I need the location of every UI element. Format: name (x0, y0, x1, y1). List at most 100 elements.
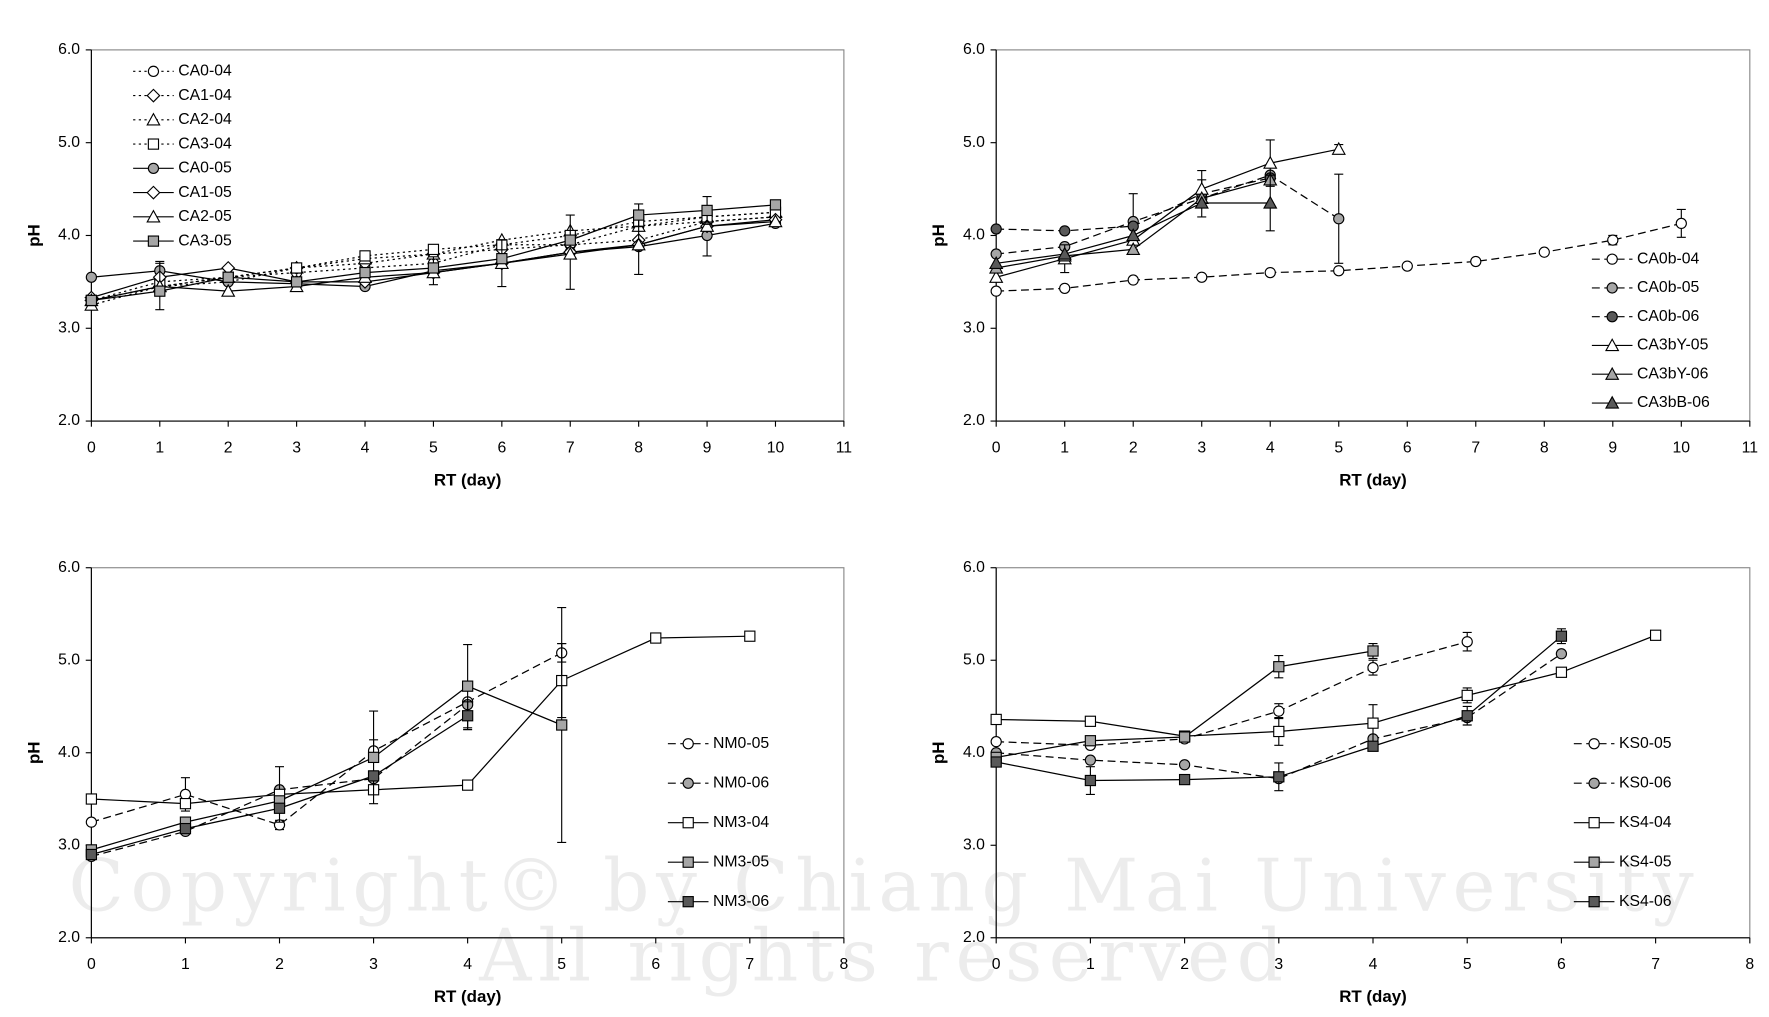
marker (990, 736, 1002, 748)
legend-label: NM0-05 (713, 735, 769, 752)
marker (1401, 260, 1413, 272)
x-tick-label: 5 (1463, 956, 1472, 973)
marker (1331, 141, 1346, 155)
marker (556, 719, 568, 731)
marker (1333, 213, 1345, 225)
series-line (91, 685, 562, 851)
y-tick-label: 2.0 (58, 412, 80, 429)
series-line (91, 211, 776, 302)
marker (1178, 731, 1191, 743)
marker (1127, 274, 1139, 286)
legend-label: KS4-05 (1619, 853, 1672, 870)
legend-marker (147, 65, 160, 77)
legend-marker (1606, 311, 1618, 323)
marker (222, 271, 234, 283)
legend-label: CA3bY-06 (1637, 365, 1709, 382)
x-tick-label: 4 (1266, 439, 1275, 456)
marker (359, 250, 371, 262)
legend-marker (682, 817, 694, 829)
marker (427, 243, 440, 256)
x-tick-label: 8 (634, 439, 643, 456)
legend-label: CA2-05 (178, 208, 232, 225)
marker (85, 294, 98, 307)
x-tick-label: 0 (992, 956, 1001, 973)
marker (85, 816, 98, 828)
legend-label: CA3bB-06 (1637, 394, 1710, 411)
x-tick-label: 9 (1608, 439, 1617, 456)
marker (1470, 255, 1482, 268)
legend-marker (146, 112, 161, 126)
x-tick-label: 10 (767, 439, 785, 456)
marker (563, 246, 578, 260)
x-tick-label: 7 (1651, 956, 1660, 973)
marker (1196, 271, 1208, 283)
marker (290, 262, 303, 274)
series-line (996, 634, 1656, 737)
legend-label: NM3-05 (713, 853, 769, 870)
marker (367, 770, 380, 782)
marker (631, 237, 646, 251)
legend-label: CA3-05 (178, 232, 232, 249)
legend-label: CA1-04 (178, 87, 232, 104)
legend-marker (1606, 253, 1618, 265)
marker (1649, 629, 1662, 641)
legend-marker (1606, 282, 1618, 294)
x-tick-label: 2 (275, 956, 284, 973)
y-tick-label: 3.0 (58, 836, 80, 853)
marker (1367, 645, 1379, 657)
legend-marker (1588, 856, 1600, 868)
y-tick-label: 3.0 (963, 319, 985, 336)
marker (427, 262, 440, 274)
marker (179, 822, 192, 835)
legend-marker (1605, 338, 1620, 352)
y-tick-label: 5.0 (58, 651, 80, 668)
legend-marker (682, 856, 694, 868)
marker (1333, 265, 1345, 277)
legend-label: KS4-06 (1619, 893, 1672, 910)
chart: 2.0 3.0 4.0 5.0 6.0 0 1 2 3 4 5 6 7 8 9 10 11 RT (day) pH C… (24, 41, 852, 489)
marker (1538, 246, 1550, 258)
marker (1263, 195, 1278, 209)
watermark: All rights reserved (478, 914, 1289, 998)
marker (85, 271, 98, 283)
marker (1263, 155, 1278, 169)
x-tick-label: 0 (87, 439, 96, 456)
marker (461, 779, 474, 791)
marker (1178, 773, 1191, 786)
marker (1461, 689, 1473, 702)
legend-label: CA0-05 (178, 160, 232, 177)
x-tick-label: 0 (992, 439, 1001, 456)
legend-marker (1588, 896, 1600, 908)
marker (990, 223, 1002, 235)
marker (367, 751, 380, 764)
x-tick-label: 6 (1557, 956, 1566, 973)
marker (1084, 774, 1097, 787)
marker (990, 756, 1002, 768)
y-tick-label: 3.0 (963, 836, 985, 853)
marker (650, 632, 662, 644)
x-tick-label: 2 (224, 439, 233, 456)
legend-label: CA3-04 (178, 135, 232, 152)
marker (1555, 630, 1568, 642)
marker (154, 285, 166, 297)
x-tick-label: 8 (1540, 439, 1549, 456)
marker (1264, 266, 1276, 279)
legend-label: NM0-06 (713, 774, 769, 791)
legend-marker (147, 162, 160, 174)
watermark: Copyright© by Chiang Mai University (69, 845, 1701, 929)
marker (1367, 662, 1379, 674)
marker (461, 680, 474, 692)
x-tick-label: 5 (1334, 439, 1343, 456)
series-line (91, 652, 562, 826)
chart: 2.0 3.0 4.0 5.0 6.0 0 1 2 3 4 5 6 7 8 RT (day) pH NM0-05… (24, 559, 848, 1006)
marker (1057, 246, 1072, 260)
marker (179, 788, 192, 801)
marker (290, 276, 303, 288)
chart: 2.0 3.0 4.0 5.0 6.0 0 1 2 3 4 5 6 7 8 9 10 11 RT (day) pH C… (929, 41, 1758, 489)
y-tick-label: 4.0 (963, 744, 985, 761)
legend-marker (147, 138, 160, 150)
marker (768, 214, 783, 228)
legend-label: KS4-04 (1619, 814, 1672, 831)
marker (1273, 661, 1285, 673)
marker (85, 793, 98, 805)
